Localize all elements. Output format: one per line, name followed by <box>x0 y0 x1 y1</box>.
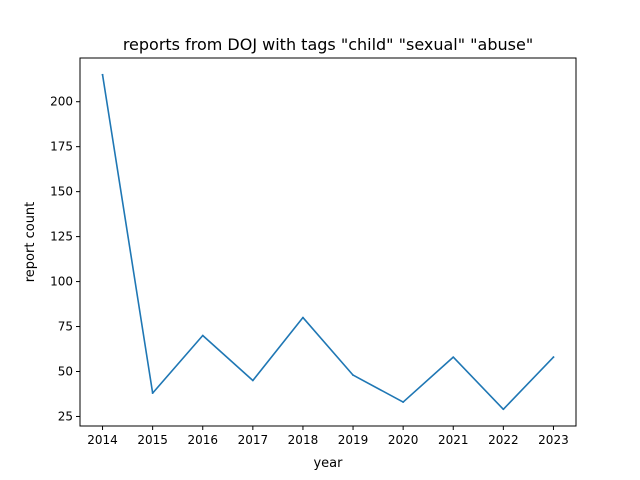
x-tick-label: 2018 <box>288 433 319 447</box>
x-tick-label: 2016 <box>187 433 218 447</box>
plot-frame <box>79 57 577 427</box>
data-point <box>352 374 354 376</box>
data-point <box>101 73 104 76</box>
y-tick-label: 150 <box>50 185 73 199</box>
data-point <box>302 316 304 319</box>
y-tick-label: 100 <box>50 275 73 289</box>
y-tick-label: 25 <box>58 409 73 423</box>
series-group <box>101 73 555 411</box>
y-tick-label: 175 <box>50 140 73 154</box>
x-tick-label: 2022 <box>488 433 519 447</box>
x-axis-label: year <box>313 456 343 471</box>
ticks-group: 2014 2015 2016 2017 2018 2019 2020 2021 2022 2023… <box>50 95 569 447</box>
x-tick-label: 2017 <box>238 433 269 447</box>
x-tick-label: 2020 <box>388 433 419 447</box>
data-point <box>552 356 555 359</box>
x-tick-label: 2021 <box>438 433 469 447</box>
x-tick-label: 2014 <box>87 433 118 447</box>
data-point <box>502 408 505 411</box>
data-point <box>402 401 405 403</box>
y-tick-label: 50 <box>58 365 73 379</box>
chart-title: reports from DOJ with tags "child" "sexu… <box>123 35 533 54</box>
y-axis-label: report count <box>23 202 38 283</box>
x-tick-label: 2023 <box>538 433 569 447</box>
x-tick-label: 2019 <box>338 433 369 447</box>
data-point <box>151 392 154 394</box>
data-point <box>251 379 254 382</box>
y-tick-label: 75 <box>58 320 73 334</box>
y-tick-label: 125 <box>50 230 73 244</box>
data-point <box>201 334 204 337</box>
x-tick-label: 2015 <box>137 433 168 447</box>
data-point <box>452 356 455 359</box>
y-tick-label: 200 <box>50 95 73 109</box>
series-line <box>101 73 555 411</box>
